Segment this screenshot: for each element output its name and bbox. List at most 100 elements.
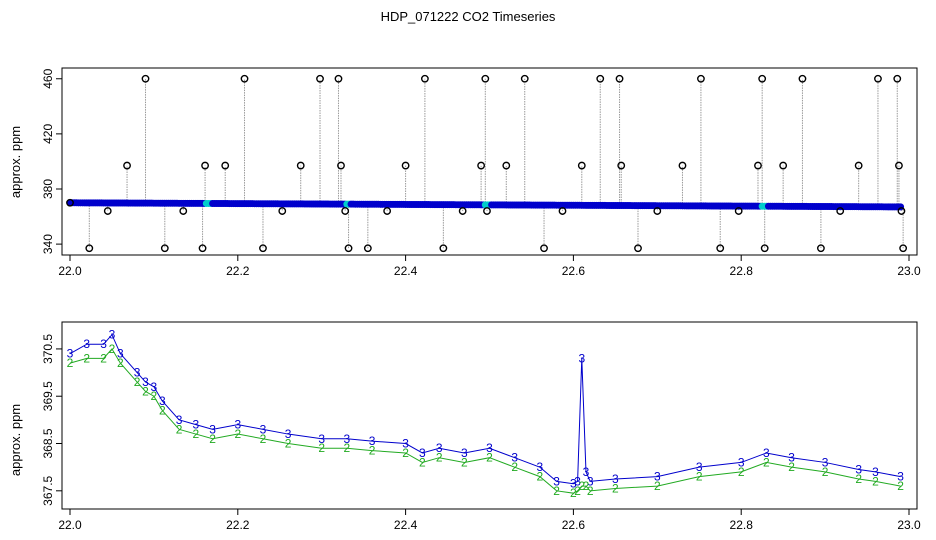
top-panel: 22.0 22.2 22.4 22.6 22.8 23.0 340 380 420 460 app…	[8, 67, 921, 278]
series-3-marker: 3	[872, 465, 879, 479]
series-3-marker: 3	[486, 441, 493, 455]
series-2-marker: 2	[788, 460, 795, 474]
bottom-plot-frame	[61, 321, 918, 510]
series-2-marker: 2	[536, 470, 543, 484]
series-2-marker: 2	[402, 446, 409, 460]
top-axes: 22.0 22.2 22.4 22.6 22.8 23.0 340 380 420 460	[41, 68, 921, 278]
series-2-marker: 2	[109, 342, 116, 356]
series-2-marker: 2	[872, 474, 879, 488]
series-2-marker: 2	[83, 351, 90, 365]
series-2-marker: 2	[209, 432, 216, 446]
series-3-marker: 3	[654, 470, 661, 484]
spike-point	[103, 207, 112, 215]
spike-point	[481, 74, 490, 83]
series-3-marker: 3	[583, 465, 590, 479]
spike-point	[401, 161, 410, 170]
series-3-marker: 3	[553, 474, 560, 488]
series-2-marker: 2	[151, 389, 158, 403]
top-y-tick-label: 460	[41, 68, 55, 88]
spike-point	[278, 207, 287, 215]
bottom-x-tick-label: 22.4	[394, 518, 418, 532]
spike-point	[160, 244, 169, 253]
spike-point	[817, 244, 825, 253]
spike-point	[179, 207, 188, 215]
spike-point	[198, 244, 207, 253]
spike-point	[344, 244, 353, 253]
spike-point	[363, 244, 372, 253]
series-2-marker: 2	[285, 437, 292, 451]
spike-point	[836, 207, 845, 215]
spike-point	[221, 161, 230, 170]
series-2-marker: 2	[193, 427, 200, 441]
series-3-marker: 3	[822, 455, 829, 469]
series-3-marker: 3	[83, 337, 90, 351]
spike-point	[653, 207, 662, 215]
series-3-marker: 3	[511, 451, 518, 465]
series-2-marker: 2	[234, 427, 241, 441]
spike-point	[483, 207, 491, 215]
bottom-y-tick-label: 368.5	[41, 428, 55, 458]
bottom-axes: 22.0 22.2 22.4 22.6 22.8 23.0 367.5 368.5 369.5 3…	[41, 334, 921, 532]
spike-point	[617, 161, 626, 170]
bottom-y-tick-label: 369.5	[41, 381, 55, 411]
spike-point	[66, 198, 74, 207]
series-2-marker: 2	[419, 455, 426, 469]
series-2-marker: 2	[763, 455, 770, 469]
series-2-marker: 2	[738, 465, 745, 479]
series-3-marker: 3	[461, 446, 468, 460]
bottom-x-tick-label: 23.0	[897, 518, 921, 532]
top-x-tick-label: 22.4	[394, 264, 418, 278]
spike-point	[874, 74, 882, 83]
series-2-marker: 2	[369, 444, 376, 458]
bottom-y-axis-label: approx. ppm	[8, 404, 23, 476]
series-2-line	[69, 348, 901, 494]
series-2-marker: 2	[318, 441, 325, 455]
series-3-marker: 3	[578, 351, 585, 365]
top-x-tick-label: 22.6	[562, 264, 586, 278]
series-2-marker: 2	[570, 486, 577, 500]
series-3-marker: 3	[176, 413, 183, 427]
series-3-marker: 3	[402, 437, 409, 451]
series-2-marker: 2	[100, 351, 107, 365]
series-3-marker: 3	[344, 432, 351, 446]
bottom-y-tick-label: 367.5	[41, 475, 55, 505]
series-2-marker: 2	[436, 451, 443, 465]
spike-point	[758, 74, 767, 83]
series-2-marker: 2	[461, 455, 468, 469]
spike-point	[85, 244, 94, 253]
series-2-marker: 2	[578, 479, 585, 493]
series-3-marker: 3	[570, 477, 577, 491]
series-3-marker: 3	[897, 470, 904, 484]
spike-point	[341, 207, 350, 215]
spike-point	[615, 74, 624, 83]
series-3-marker: 3	[369, 434, 376, 448]
spike-point	[798, 74, 807, 83]
spike-point	[458, 207, 467, 215]
series-2-marker: 2	[159, 403, 166, 417]
series-2-marker: 2	[67, 356, 74, 370]
spike-point	[337, 161, 345, 170]
series-2-marker: 2	[117, 356, 124, 370]
series-3-marker: 3	[738, 455, 745, 469]
series-2-marker: 2	[511, 460, 518, 474]
top-y-tick-label: 340	[41, 234, 55, 254]
series-2-marker: 2	[696, 470, 703, 484]
series-2-marker: 2	[822, 465, 829, 479]
series-3-marker: 3	[855, 463, 862, 477]
series-3-marker: 3	[763, 446, 770, 460]
bottom-x-tick-label: 22.0	[58, 518, 82, 532]
series-2-marker: 2	[176, 422, 183, 436]
spike-point	[697, 74, 705, 83]
series-2-marker: 2	[583, 479, 590, 493]
series-3-marker: 3	[318, 432, 325, 446]
series-2-marker: 2	[574, 484, 581, 498]
series-3-marker: 3	[67, 347, 74, 361]
series-3-marker: 3	[612, 472, 619, 486]
spike-point	[439, 244, 448, 253]
series-3-marker: 3	[142, 375, 149, 389]
series-3-marker: 3	[260, 422, 267, 436]
